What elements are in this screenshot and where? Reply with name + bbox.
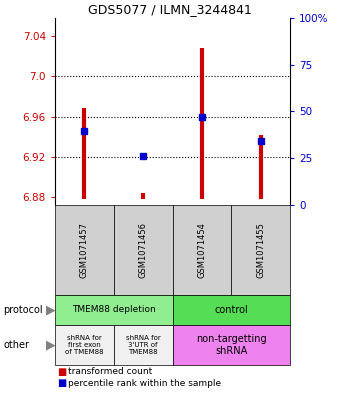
Text: TMEM88 depletion: TMEM88 depletion [72, 305, 156, 314]
Text: non-targetting
shRNA: non-targetting shRNA [196, 334, 267, 356]
Text: GSM1071456: GSM1071456 [139, 222, 148, 278]
Text: ■: ■ [57, 367, 66, 377]
Text: GSM1071455: GSM1071455 [256, 222, 265, 278]
Text: percentile rank within the sample: percentile rank within the sample [68, 378, 221, 387]
Text: control: control [215, 305, 248, 315]
Text: other: other [3, 340, 29, 350]
Text: shRNA for
3'UTR of
TMEM88: shRNA for 3'UTR of TMEM88 [126, 335, 160, 355]
Text: GSM1071457: GSM1071457 [80, 222, 89, 278]
Text: GSM1071454: GSM1071454 [198, 222, 206, 278]
Text: ■: ■ [57, 378, 66, 388]
Text: shRNA for
first exon
of TMEM88: shRNA for first exon of TMEM88 [65, 335, 104, 355]
Text: transformed count: transformed count [68, 367, 152, 376]
Text: ▶: ▶ [46, 338, 56, 351]
Text: ▶: ▶ [46, 303, 56, 316]
Text: protocol: protocol [3, 305, 43, 315]
Text: GDS5077 / ILMN_3244841: GDS5077 / ILMN_3244841 [88, 3, 252, 16]
